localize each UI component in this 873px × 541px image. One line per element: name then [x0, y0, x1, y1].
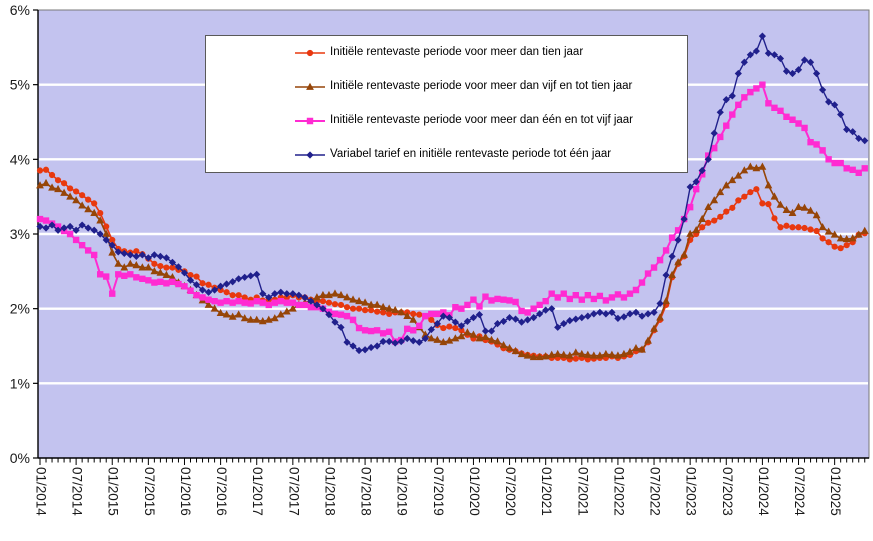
x-axis-label: 07/2021: [575, 467, 590, 516]
x-axis-label: 01/2024: [756, 467, 771, 516]
x-axis-label: 07/2014: [70, 467, 85, 516]
legend-circle-marker-icon: [295, 49, 325, 57]
y-axis-label: 6%: [10, 2, 30, 18]
legend-label: Initiële rentevaste periode voor meer da…: [330, 46, 584, 59]
legend-box: Initiële rentevaste periode voor meer da…: [205, 35, 688, 173]
x-axis-label: 01/2022: [611, 467, 626, 516]
x-axis-label: 01/2018: [322, 467, 337, 516]
x-axis-label: 01/2014: [34, 467, 49, 516]
legend-item-0: Initiële rentevaste periode voor meer da…: [206, 47, 687, 59]
x-axis-label: 07/2019: [431, 467, 446, 516]
x-axis-label: 07/2024: [792, 467, 807, 516]
legend-item-3: Variabel tarief en initiële rentevaste p…: [206, 149, 687, 161]
x-axis-label: 01/2025: [828, 467, 843, 516]
x-axis-label: 07/2018: [359, 467, 374, 516]
legend-item-1: Initiële rentevaste periode voor meer da…: [206, 81, 687, 93]
y-axis-label: 1%: [10, 375, 30, 391]
x-axis-label: 07/2020: [503, 467, 518, 516]
y-axis-label: 5%: [10, 77, 30, 93]
x-axis-label: 01/2020: [467, 467, 482, 516]
x-axis-label: 07/2016: [214, 467, 229, 516]
x-axis-label: 01/2017: [250, 467, 265, 516]
x-axis-label: 01/2015: [106, 467, 121, 516]
y-axis-label: 2%: [10, 301, 30, 317]
legend-square-marker-icon: [295, 117, 325, 125]
x-axis-label: 01/2019: [395, 467, 410, 516]
x-axis-label: 01/2021: [539, 467, 554, 516]
y-axis-label: 3%: [10, 226, 30, 242]
x-axis-label: 07/2017: [286, 467, 301, 516]
legend-item-2: Initiële rentevaste periode voor meer da…: [206, 115, 687, 127]
x-axis-label: 01/2016: [178, 467, 193, 516]
legend-label: Initiële rentevaste periode voor meer da…: [330, 80, 633, 93]
legend-label: Variabel tarief en initiële rentevaste p…: [330, 148, 612, 161]
legend-label: Initiële rentevaste periode voor meer da…: [330, 114, 634, 127]
x-axis-label: 01/2023: [684, 467, 699, 516]
x-axis-label: 07/2023: [720, 467, 735, 516]
y-axis-label: 0%: [10, 450, 30, 466]
legend-triangle-marker-icon: [295, 82, 325, 90]
x-axis-label: 07/2022: [648, 467, 663, 516]
x-axis-label: 07/2015: [142, 467, 157, 516]
y-axis-label: 4%: [10, 151, 30, 167]
legend-diamond-marker-icon: [295, 151, 325, 159]
